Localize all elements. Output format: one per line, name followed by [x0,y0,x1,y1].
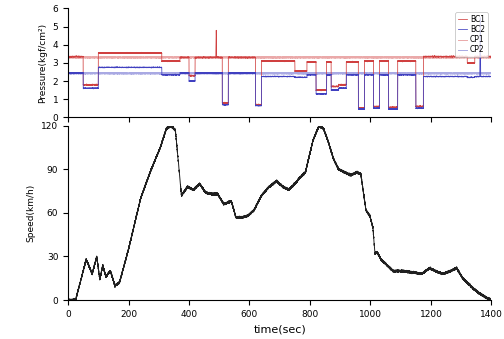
X-axis label: time(sec): time(sec) [254,324,306,334]
CP2 [272,72,278,76]
CP2 [337,72,343,76]
CP1 [262,56,268,60]
BC2 [337,86,343,90]
BC2 [322,92,328,96]
CP2 [65,71,71,75]
BC1 [377,60,383,64]
CP2 [232,71,238,75]
CP1 [228,55,234,59]
Line: BC1: BC1 [68,30,491,109]
CP2 [488,71,494,75]
Legend: BC1, BC2, CP1, CP2: BC1, BC2, CP1, CP2 [455,12,487,57]
BC1 [488,55,494,59]
Line: CP2: CP2 [68,73,491,74]
CP2 [262,72,268,76]
BC1 [322,88,328,92]
CP2 [228,72,234,76]
Y-axis label: Pressure(kgf/cm²): Pressure(kgf/cm²) [38,23,47,103]
BC2 [65,71,71,75]
CP1 [272,55,278,59]
CP2 [322,72,328,76]
CP1 [337,56,343,60]
CP1 [488,55,494,59]
BC1 [262,59,268,63]
CP1 [65,55,71,59]
Line: CP1: CP1 [68,57,491,58]
BC2 [488,72,494,76]
BC1 [358,107,364,111]
CP1 [169,55,175,59]
BC1 [272,59,278,63]
CP1 [377,56,383,60]
BC2 [376,73,383,77]
BC2 [228,71,234,75]
CP2 [175,72,181,76]
BC1 [65,55,71,59]
CP2 [377,72,383,76]
CP1 [115,56,121,60]
BC2 [262,75,268,79]
Line: BC2: BC2 [68,18,491,109]
Y-axis label: Speed(km/h): Speed(km/h) [27,184,36,242]
BC2 [477,16,483,20]
BC2 [272,74,278,78]
BC1 [213,28,219,32]
BC2 [389,107,395,112]
CP1 [322,56,328,60]
BC1 [228,55,234,59]
BC1 [337,83,343,87]
